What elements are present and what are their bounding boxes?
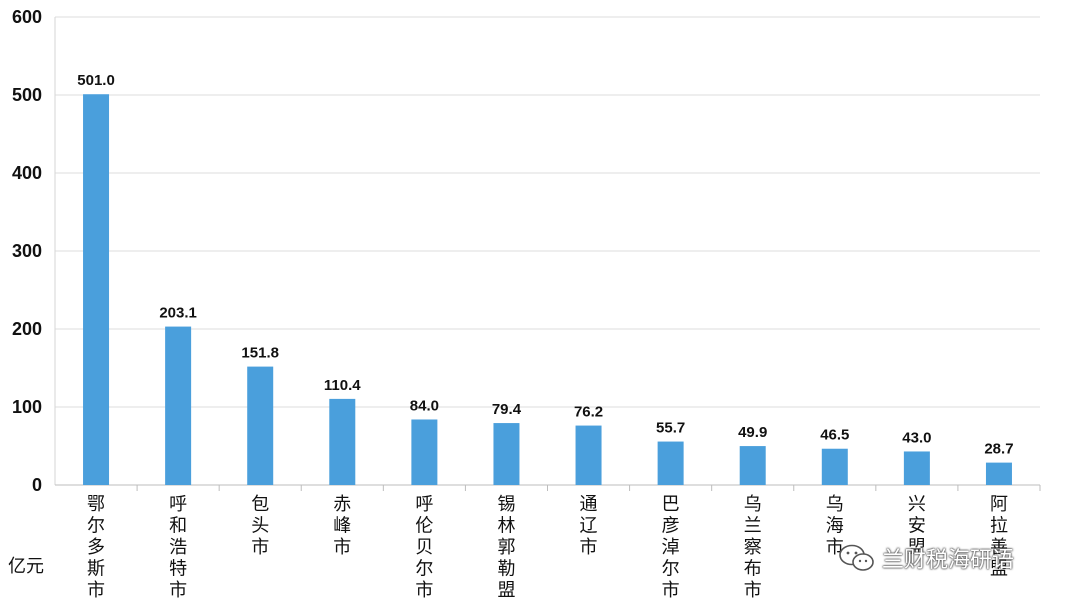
y-tick-label: 100: [12, 397, 42, 417]
bar: [493, 423, 520, 485]
data-label: 84.0: [410, 397, 439, 414]
y-tick-label: 200: [12, 319, 42, 339]
bar: [903, 451, 930, 485]
category-labels: 鄂尔多斯市 呼和浩特市 包头市 赤峰市 呼伦贝尔市 锡林郭勒盟 通辽市 巴彦淖尔市 乌兰察布市 乌…: [87, 494, 1008, 601]
category-label: 阿拉善盟: [990, 494, 1008, 580]
category-label: 兴安盟: [908, 494, 926, 558]
data-label: 151.8: [241, 345, 279, 362]
category-label: 包头市: [251, 494, 269, 558]
bar: [329, 398, 356, 485]
data-label: 203.1: [159, 305, 197, 322]
bar: [247, 366, 274, 485]
bar: [575, 425, 602, 485]
bar: [657, 441, 684, 485]
category-label: 通辽市: [580, 494, 598, 558]
category-label: 乌兰察布市: [744, 494, 762, 601]
bar: [821, 448, 848, 485]
data-label: 501.0: [77, 72, 115, 89]
category-label: 鄂尔多斯市: [87, 494, 105, 601]
wechat-icon: [838, 543, 876, 573]
data-label: 43.0: [902, 429, 931, 446]
y-tick-label: 300: [12, 241, 42, 261]
category-label: 赤峰市: [333, 494, 351, 558]
y-tick-label: 500: [12, 85, 42, 105]
category-label: 锡林郭勒盟: [497, 494, 515, 601]
bar: [411, 419, 438, 485]
data-label: 110.4: [324, 377, 361, 394]
y-tick-label: 400: [12, 163, 42, 183]
data-label: 46.5: [820, 427, 849, 444]
category-label: 呼伦贝尔市: [415, 494, 433, 601]
bar: [83, 94, 110, 485]
bar: [739, 446, 766, 485]
category-label: 呼和浩特市: [169, 494, 187, 601]
y-tick-label: 600: [12, 7, 42, 27]
y-tick-labels: 0 100 200 300 400 500 600: [12, 7, 42, 495]
data-labels: 501.0 203.1 151.8 110.4 84.0 79.4 76.2 55.7 49.9…: [77, 72, 1013, 457]
data-label: 55.7: [656, 420, 685, 437]
bar: [165, 326, 192, 485]
data-label: 49.9: [738, 424, 767, 441]
y-tick-label: 0: [32, 475, 42, 495]
axes: [54, 17, 1041, 491]
bar: [985, 462, 1012, 485]
data-label: 76.2: [574, 404, 603, 421]
category-label: 乌海市: [826, 494, 844, 558]
data-label: 79.4: [492, 401, 522, 418]
data-label: 28.7: [984, 441, 1013, 458]
y-axis-unit-label: 亿元: [8, 556, 44, 577]
watermark: 兰财税海研语: [838, 540, 1014, 576]
gridlines: [55, 16, 1040, 408]
watermark-text: 兰财税海研语: [882, 548, 1015, 573]
bars: [83, 94, 1012, 485]
category-label: 巴彦淖尔市: [662, 494, 680, 601]
